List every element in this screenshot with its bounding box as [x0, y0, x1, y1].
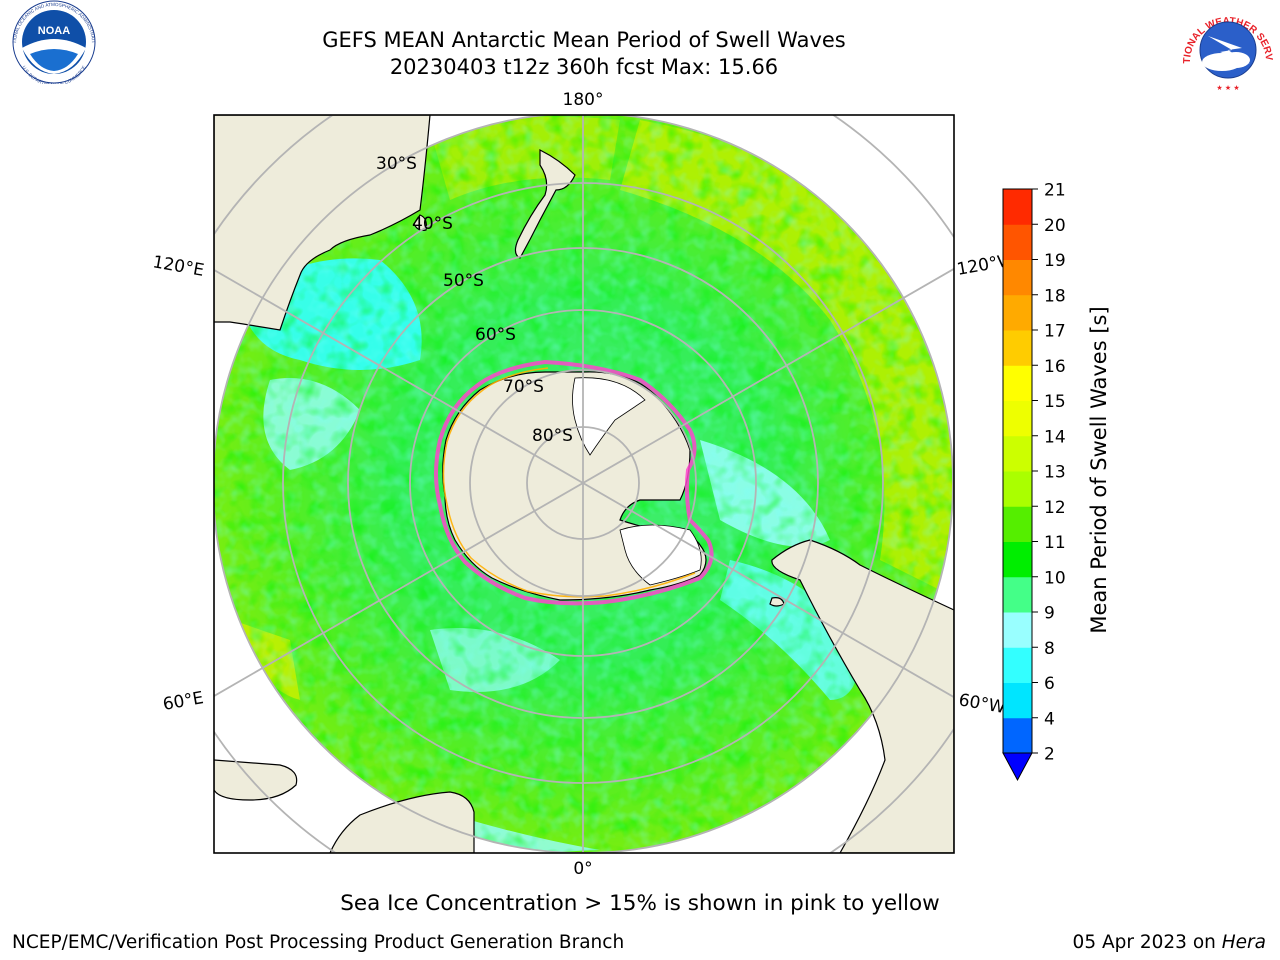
colorbar-segment: [1003, 259, 1032, 296]
colorbar-segment: [1003, 294, 1032, 331]
colorbar-segment: [1003, 576, 1032, 613]
colorbar-segment: [1003, 471, 1032, 507]
colorbar-tick-label: 17: [1044, 322, 1066, 342]
colorbar-segment: [1003, 330, 1032, 366]
date-line: 05 Apr 2023 on Hera: [1073, 932, 1266, 953]
colorbar-tick-label: 10: [1044, 568, 1066, 588]
noaa-logo-text: NOAA: [38, 25, 70, 37]
colorbar-segment: [1003, 189, 1032, 225]
colorbar-segment: [1003, 224, 1032, 260]
lon-label-0: 0°: [573, 859, 592, 879]
colorbar-tick-label: 8: [1044, 639, 1055, 659]
graticule: [214, 115, 954, 853]
map-frame: [213, 114, 955, 854]
lon-label-60e: 60°E: [161, 688, 205, 715]
colorbar-segment: [1003, 365, 1032, 401]
colorbar-segment: [1003, 717, 1032, 754]
noaa-logo: NOAA NATIONAL OCEANIC AND ATMOSPHERIC AD…: [4, 0, 96, 84]
colorbar-tick-label: 20: [1044, 216, 1066, 236]
colorbar-segment: [1003, 647, 1032, 683]
colorbar-tick-label: 21: [1044, 181, 1066, 201]
colorbar-segment: [1003, 435, 1032, 472]
lat-label-30s: 30°S: [376, 154, 417, 174]
lon-label-120e: 120°E: [151, 252, 205, 281]
colorbar-tick-label: 2: [1044, 745, 1055, 765]
svg-text:★ ★ ★: ★ ★ ★: [1216, 84, 1239, 92]
colorbar-tick-label: 6: [1044, 674, 1055, 694]
credit-line: NCEP/EMC/Verification Post Processing Pr…: [12, 932, 625, 953]
colorbar-segment: [1003, 506, 1032, 542]
map-subtitle: 20230403 t12z 360h fcst Max: 15.66: [389, 55, 779, 79]
colorbar-tick-label: 11: [1044, 533, 1066, 553]
colorbar-extend-arrow: [1002, 752, 1033, 782]
colorbar: 2 4 6 8 9 10 11 12 13 14 15 16 17 18 19 20 21: [1002, 181, 1066, 782]
colorbar-tick-label: 15: [1044, 392, 1066, 412]
lon-label-60w: 60°W: [957, 690, 1007, 718]
colorbar-tick-label: 19: [1044, 251, 1066, 271]
lat-label-70s: 70°S: [503, 377, 544, 397]
colorbar-label: Mean Period of Swell Waves [s]: [1087, 306, 1111, 633]
colorbar-tick-label: 18: [1044, 286, 1066, 306]
colorbar-segment: [1003, 400, 1032, 437]
colorbar-tick-label: 16: [1044, 357, 1066, 377]
colorbar-tick-label: 12: [1044, 498, 1066, 518]
lat-label-80s: 80°S: [532, 426, 573, 446]
lat-label-40s: 40°S: [412, 214, 453, 234]
colorbar-tick-label: 4: [1044, 709, 1055, 729]
lat-label-50s: 50°S: [443, 271, 484, 291]
colorbar-tick-label: 13: [1044, 463, 1066, 483]
colorbar-segment: [1003, 612, 1032, 648]
sea-ice-edge: [434, 359, 714, 606]
date-text: 05 Apr 2023 on: [1072, 932, 1222, 953]
colorbar-tick-label: 9: [1044, 604, 1055, 624]
colorbar-tick-label: 14: [1044, 427, 1066, 447]
map-title: GEFS MEAN Antarctic Mean Period of Swell…: [322, 28, 846, 52]
sea-ice-note: Sea Ice Concentration > 15% is shown in …: [340, 891, 940, 916]
lat-label-60s: 60°S: [475, 325, 516, 345]
colorbar-segment: [1003, 682, 1032, 719]
lon-label-180: 180°: [563, 90, 604, 110]
map-frame-content: [214, 115, 954, 853]
colorbar-segment: [1003, 541, 1032, 578]
machine-name: Hera: [1221, 932, 1266, 953]
nws-logo: NATIONAL WEATHER SERVICE ★ ★ ★: [1178, 2, 1274, 96]
